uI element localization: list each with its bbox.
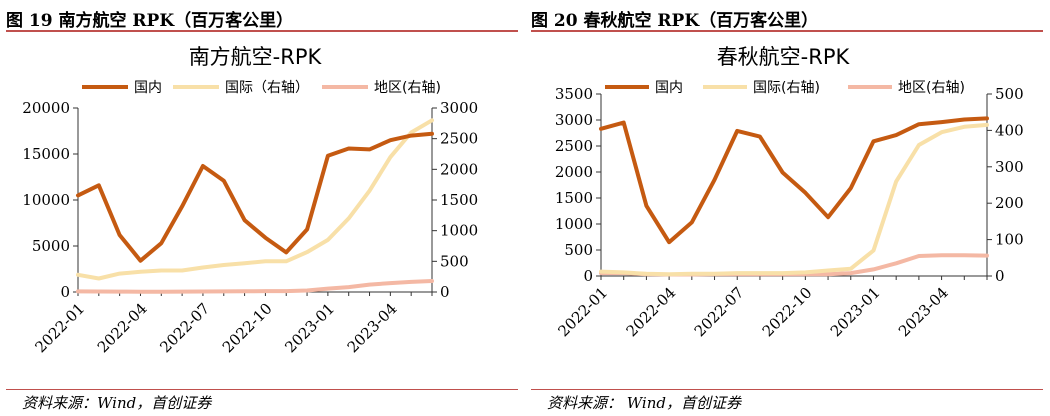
right-tick-label: 1000 <box>440 222 478 240</box>
left-tick-label: 0 <box>583 267 593 285</box>
x-tick-label: 2023-04 <box>344 300 401 357</box>
x-tick-label: 2022-10 <box>219 300 276 357</box>
legend-label: 国际(右轴) <box>753 80 820 96</box>
left-tick-label: 2000 <box>555 163 593 181</box>
legend-label: 国内 <box>655 80 683 96</box>
x-tick-label: 2022-07 <box>691 284 748 341</box>
right-tick-label: 0 <box>995 267 1005 285</box>
left-tick-label: 10000 <box>22 191 70 209</box>
right-tick-label: 3000 <box>440 99 478 117</box>
x-tick-label: 2023-04 <box>895 284 952 341</box>
left-tick-label: 0 <box>60 283 70 301</box>
chart-title: 南方航空-RPK <box>189 45 323 69</box>
left-tick-label: 500 <box>564 241 593 259</box>
x-tick-label: 2022-04 <box>94 300 151 357</box>
legend-label: 地区(右轴) <box>374 80 441 96</box>
source-note: 资料来源：Wind，首创证券 <box>22 394 212 412</box>
right-tick-label: 500 <box>995 85 1024 103</box>
legend-label: 地区(右轴) <box>898 80 965 96</box>
legend-label: 国际（右轴） <box>225 80 309 96</box>
left-tick-label: 5000 <box>32 237 70 255</box>
series-line-0 <box>599 116 989 245</box>
figure-caption: 图 20 春秋航空 RPK（百万客公里） <box>531 11 819 31</box>
right-tick-label: 2000 <box>440 160 478 178</box>
x-tick-label: 2022-01 <box>554 284 611 341</box>
legend-label: 国内 <box>134 80 162 96</box>
right-tick-label: 100 <box>995 231 1024 249</box>
right-tick-label: 400 <box>995 121 1024 139</box>
left-tick-label: 2500 <box>555 137 593 155</box>
series-line-0 <box>76 131 434 263</box>
figure-caption: 图 19 南方航空 RPK（百万客公里） <box>6 11 294 31</box>
source-note: 资料来源： Wind，首创证券 <box>547 394 741 412</box>
x-tick-label: 2022-04 <box>623 284 680 341</box>
x-tick-label: 2023-01 <box>281 300 338 357</box>
left-tick-label: 1000 <box>555 215 593 233</box>
right-tick-label: 0 <box>440 283 450 301</box>
left-tick-label: 3500 <box>555 85 593 103</box>
figure-19-panel: 图 19 南方航空 RPK（百万客公里） 南方航空-RPK 国内 国际（右轴） 地区(… <box>6 11 518 412</box>
left-tick-label: 15000 <box>22 145 70 163</box>
figure-20-panel: 图 20 春秋航空 RPK（百万客公里） 春秋航空-RPK 国内 国际(右轴) 地区(… <box>525 0 1050 416</box>
series-line-2 <box>76 279 434 294</box>
caption-rule <box>6 30 518 32</box>
right-tick-label: 200 <box>995 194 1024 212</box>
right-tick-label: 500 <box>440 252 469 270</box>
x-tick-label: 2022-01 <box>31 300 88 357</box>
left-tick-label: 3000 <box>555 111 593 129</box>
right-tick-label: 2500 <box>440 130 478 148</box>
left-tick-label: 1500 <box>555 189 593 207</box>
x-tick-label: 2022-07 <box>156 300 213 357</box>
series-line-1 <box>599 122 989 277</box>
left-tick-label: 20000 <box>22 99 70 117</box>
source-rule <box>6 389 518 390</box>
chart-title: 春秋航空-RPK <box>717 45 851 69</box>
x-tick-label: 2022-10 <box>759 284 816 341</box>
right-tick-label: 1500 <box>440 191 478 209</box>
right-tick-label: 300 <box>995 158 1024 176</box>
x-tick-label: 2023-01 <box>827 284 884 341</box>
caption-rule <box>531 30 1043 32</box>
source-rule <box>531 389 1043 390</box>
series-line-1 <box>76 118 434 281</box>
